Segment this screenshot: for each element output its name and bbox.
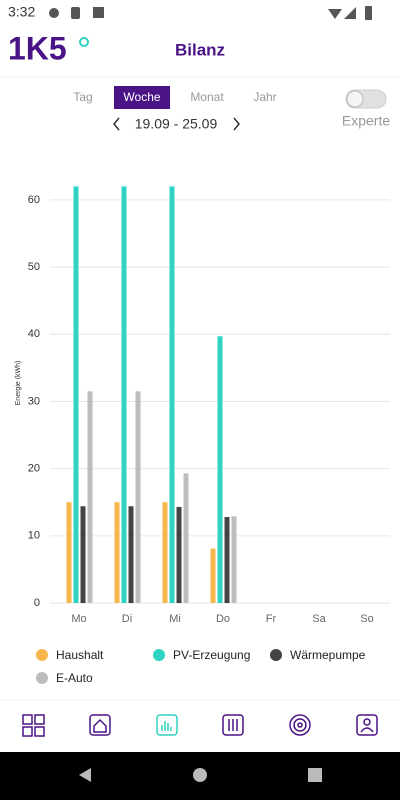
legend-swatch	[36, 672, 48, 684]
bar	[217, 336, 223, 603]
legend-label: E-Auto	[56, 671, 93, 685]
y-axis-label: Energie (kWh)	[15, 361, 22, 406]
bar	[176, 506, 182, 603]
bar	[183, 473, 189, 603]
legend-label: Wärmepumpe	[290, 648, 366, 662]
bar	[73, 186, 79, 603]
bar	[87, 391, 93, 603]
x-tick-label: So	[360, 613, 373, 625]
x-tick-label: Do	[216, 613, 230, 625]
nav-stats[interactable]	[156, 714, 178, 736]
nav-profile[interactable]	[356, 714, 378, 736]
x-tick-label: Mi	[169, 613, 181, 625]
x-tick-label: Mo	[71, 613, 86, 625]
bar	[210, 548, 216, 603]
logo-degree	[79, 37, 89, 47]
y-tick-label: 60	[28, 194, 40, 206]
bar	[66, 502, 72, 603]
bar	[121, 186, 127, 603]
page-title: Bilanz	[175, 40, 225, 59]
bar	[114, 502, 120, 603]
recents-button[interactable]	[308, 768, 322, 782]
bottom-nav	[22, 714, 378, 737]
y-tick-label: 30	[28, 395, 40, 407]
next-arrow[interactable]	[233, 117, 240, 131]
legend-swatch	[36, 649, 48, 661]
y-tick-label: 0	[34, 597, 40, 609]
chart: 0 10 20 30 40 50 60 Mo Di Mi Do Fr Sa So Haushalt PV-Er…	[28, 186, 390, 685]
status-icons	[49, 6, 372, 20]
legend-swatch	[270, 649, 282, 661]
nav-dashboard[interactable]	[22, 714, 45, 737]
tab[interactable]: Monat	[190, 90, 224, 104]
date-range: 19.09 - 25.09	[135, 116, 218, 132]
bar	[231, 516, 237, 603]
bar	[135, 391, 141, 603]
home-button[interactable]	[193, 768, 207, 782]
tab-selected-bg[interactable]	[114, 86, 170, 109]
tab[interactable]: Jahr	[253, 90, 276, 104]
toggle-knob	[346, 90, 364, 108]
y-tick-label: 10	[28, 530, 40, 542]
period-tabs: Tag Woche Monat Jahr	[73, 86, 277, 109]
y-tick-label: 20	[28, 463, 40, 475]
bar	[224, 517, 230, 603]
y-tick-label: 40	[28, 328, 40, 340]
status-time: 3:32	[8, 4, 35, 20]
tab[interactable]: Tag	[73, 90, 92, 104]
expert-label: Experte	[342, 113, 390, 129]
logo: 1K5	[8, 30, 67, 66]
bar	[169, 186, 175, 603]
x-tick-label: Di	[122, 613, 132, 625]
prev-arrow[interactable]	[113, 117, 120, 131]
nav-home[interactable]	[89, 714, 111, 736]
x-tick-label: Fr	[266, 613, 277, 625]
tab-selected[interactable]: Woche	[123, 90, 160, 104]
bar	[128, 506, 134, 603]
back-button[interactable]	[79, 768, 91, 782]
y-tick-label: 50	[28, 261, 40, 273]
legend-label: Haushalt	[56, 648, 104, 662]
x-tick-label: Sa	[312, 613, 326, 625]
nav-radar[interactable]	[289, 714, 311, 736]
nav-controls[interactable]	[222, 714, 244, 736]
legend-label: PV-Erzeugung	[173, 648, 250, 662]
bar	[80, 506, 86, 603]
legend-swatch	[153, 649, 165, 661]
bar	[162, 502, 168, 603]
